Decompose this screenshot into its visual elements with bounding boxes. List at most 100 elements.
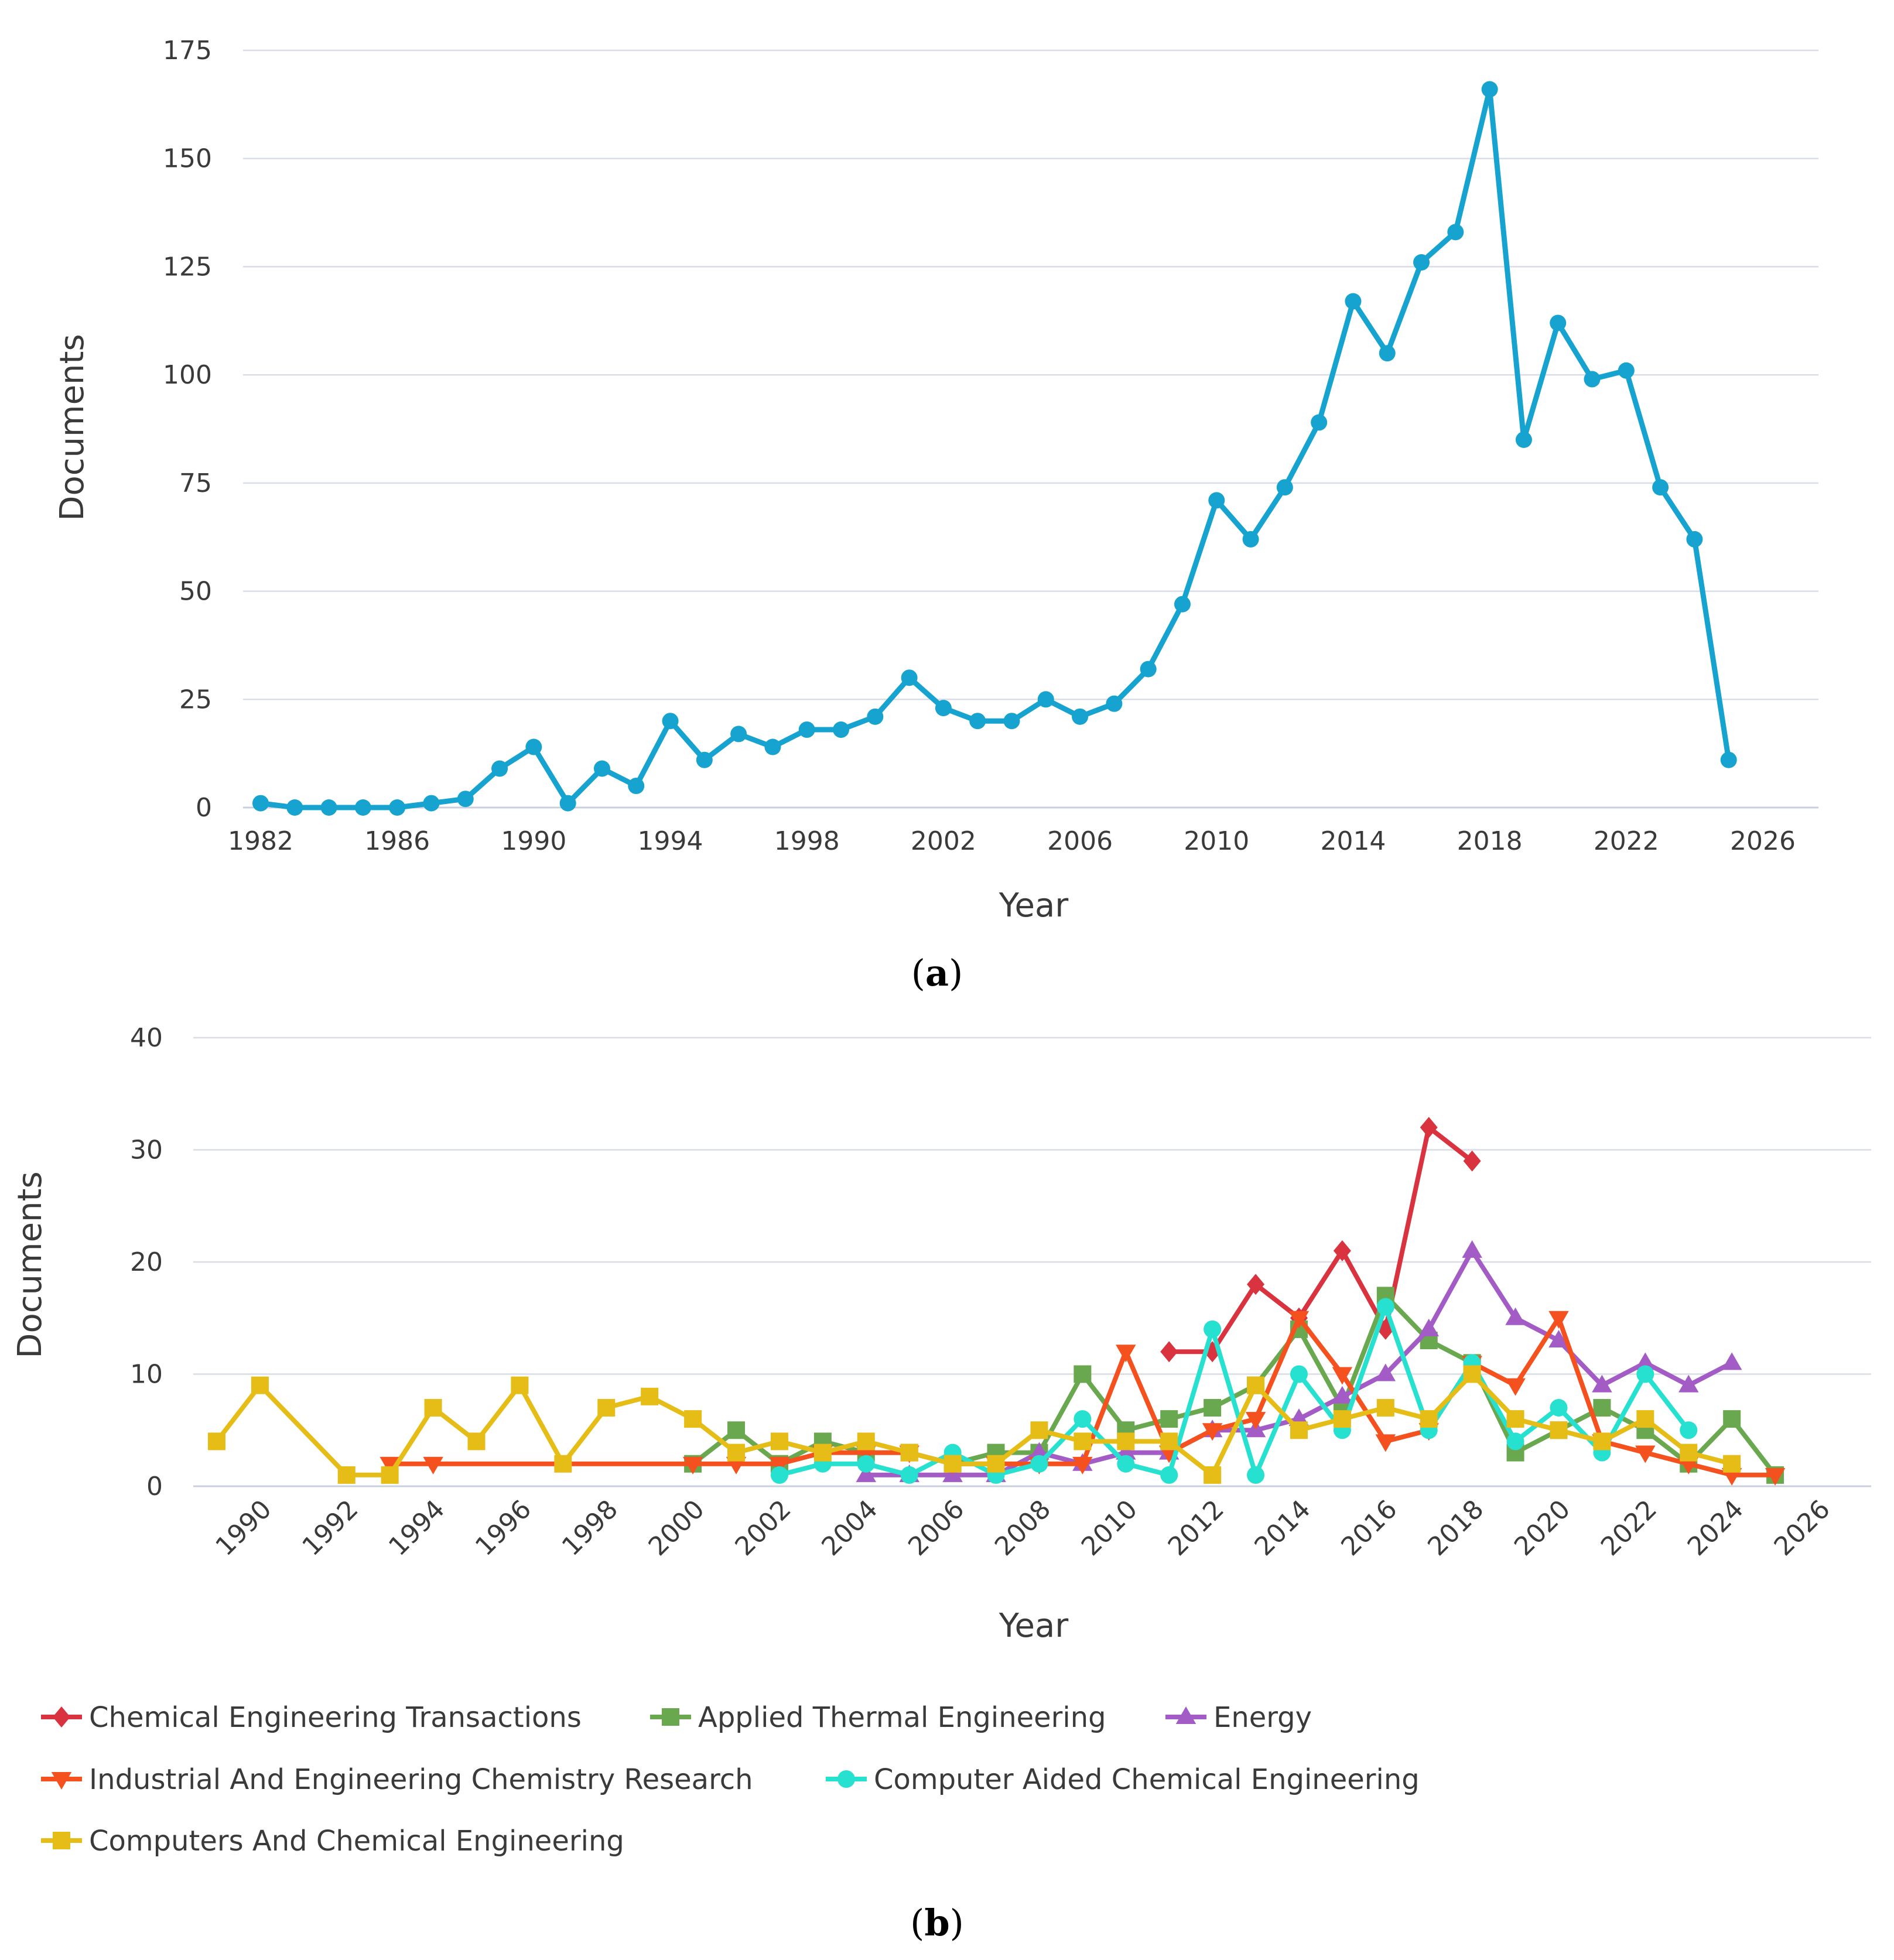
data-point — [1636, 1365, 1654, 1383]
data-point — [1242, 531, 1259, 548]
data-point — [901, 669, 918, 686]
data-point — [682, 1456, 703, 1475]
data-point — [1447, 224, 1464, 241]
x-tick-label: 2008 — [989, 1494, 1057, 1562]
x-tick-label: 2014 — [1320, 826, 1386, 856]
data-point — [1140, 661, 1157, 678]
data-point — [857, 1455, 875, 1473]
data-point — [1204, 1466, 1222, 1484]
y-tick-label: 40 — [130, 1023, 163, 1053]
x-tick-label: 2014 — [1249, 1494, 1317, 1562]
data-point — [1117, 1455, 1135, 1473]
data-point — [770, 1466, 788, 1484]
x-tick-label: 2000 — [643, 1494, 710, 1562]
data-point — [1635, 1352, 1656, 1370]
legend-item-chemical-engineering-transactions: Chemical Engineering Transactions — [41, 1701, 582, 1734]
data-point — [1680, 1421, 1698, 1439]
data-point — [1117, 1432, 1135, 1451]
data-point — [1288, 1311, 1310, 1329]
a-y-tick-labels: 0 25 50 75 100 125 150 175 — [163, 36, 212, 823]
data-point — [559, 795, 576, 812]
data-point — [1680, 1444, 1698, 1462]
data-point — [1333, 1410, 1351, 1428]
b-x-axis-label: Year — [999, 1607, 1069, 1645]
data-point — [1420, 1410, 1438, 1428]
data-point — [1247, 1376, 1265, 1394]
chart-panel-a: 0 25 50 75 100 125 150 175 1982 1986 1990 1994 1998… — [53, 36, 1818, 994]
y-tick-label: 75 — [179, 468, 212, 498]
x-tick-label: 2010 — [1184, 826, 1249, 856]
x-tick-label: 1990 — [210, 1494, 277, 1562]
y-tick-label: 100 — [163, 360, 212, 390]
data-point — [856, 1464, 877, 1482]
data-point — [597, 1398, 616, 1417]
data-point — [1247, 1466, 1265, 1484]
data-point — [1245, 1412, 1266, 1430]
data-point — [696, 751, 713, 768]
data-point — [208, 1432, 225, 1451]
data-point — [1462, 1240, 1482, 1258]
data-point — [423, 795, 440, 812]
b-gridlines — [193, 1037, 1871, 1487]
a-y-axis-label: Documents — [53, 334, 91, 521]
data-point — [1333, 1240, 1351, 1261]
data-point — [1290, 1365, 1308, 1383]
data-point — [423, 1456, 443, 1475]
data-point — [770, 1432, 788, 1451]
data-point — [1030, 1455, 1048, 1473]
data-point — [320, 799, 337, 816]
data-point — [1618, 362, 1635, 379]
data-point — [730, 726, 747, 743]
data-point — [662, 713, 679, 730]
data-point — [1037, 691, 1054, 708]
data-point — [1376, 1398, 1394, 1417]
y-tick-label: 150 — [163, 144, 212, 174]
chart-panel-b: 0 10 20 30 40 1990 1992 1994 1996 1998 2000 2002 20… — [11, 1023, 1871, 1944]
data-point — [554, 1455, 572, 1473]
x-tick-label: 2018 — [1422, 1494, 1489, 1562]
data-point — [1247, 1274, 1265, 1295]
b-series-layer — [208, 1117, 1786, 1486]
x-tick-label: 2004 — [816, 1494, 883, 1562]
data-point — [900, 1444, 918, 1462]
legend-item-computers-and-chemical-engineering: Computers And Chemical Engineering — [41, 1825, 624, 1858]
data-point — [1276, 479, 1293, 496]
data-point — [641, 1387, 659, 1405]
data-point — [1074, 1432, 1092, 1451]
legend-item-applied-thermal-engineering: Applied Thermal Engineering — [650, 1701, 1106, 1734]
x-tick-label: 1998 — [556, 1494, 624, 1562]
data-point — [381, 1466, 399, 1484]
data-point — [1332, 1386, 1353, 1404]
x-tick-label: 1994 — [638, 826, 703, 856]
series-documents — [252, 81, 1737, 816]
x-tick-label: 1996 — [470, 1494, 537, 1562]
a-x-tick-labels: 1982 1986 1990 1994 1998 2002 2006 2010 2014 2018… — [228, 826, 1796, 856]
data-point — [1593, 1432, 1611, 1451]
y-tick-label: 0 — [146, 1472, 163, 1501]
x-tick-label: 1986 — [364, 826, 430, 856]
data-point — [1721, 1352, 1742, 1370]
data-point — [1723, 1455, 1741, 1473]
x-tick-label: 1992 — [296, 1494, 364, 1562]
data-point — [1506, 1432, 1524, 1451]
data-point — [727, 1444, 746, 1462]
data-point — [969, 713, 986, 730]
a-x-axis-label: Year — [999, 887, 1069, 925]
legend-item-industrial-and-engineering-chemistry-research: Industrial And Engineering Chemistry Res… — [41, 1763, 753, 1796]
x-tick-label: 1982 — [228, 826, 293, 856]
y-tick-label: 125 — [163, 252, 212, 282]
a-panel-label: (a) — [911, 952, 963, 994]
b-legend: Chemical Engineering Transactions Applied… — [41, 1701, 1420, 1858]
x-tick-label: 1994 — [383, 1494, 450, 1562]
data-point — [769, 1456, 790, 1475]
data-point — [1635, 1445, 1656, 1463]
x-tick-label: 2022 — [1594, 826, 1659, 856]
x-tick-label: 2016 — [1335, 1494, 1403, 1562]
data-point — [1765, 1468, 1786, 1486]
data-point — [1376, 1298, 1394, 1316]
legend-swatch-marker — [51, 1772, 72, 1790]
data-point — [1074, 1365, 1092, 1383]
x-tick-label: 2026 — [1769, 1494, 1836, 1562]
legend-label: Computer Aided Chemical Engineering — [874, 1763, 1420, 1796]
x-tick-label: 2024 — [1682, 1494, 1749, 1562]
